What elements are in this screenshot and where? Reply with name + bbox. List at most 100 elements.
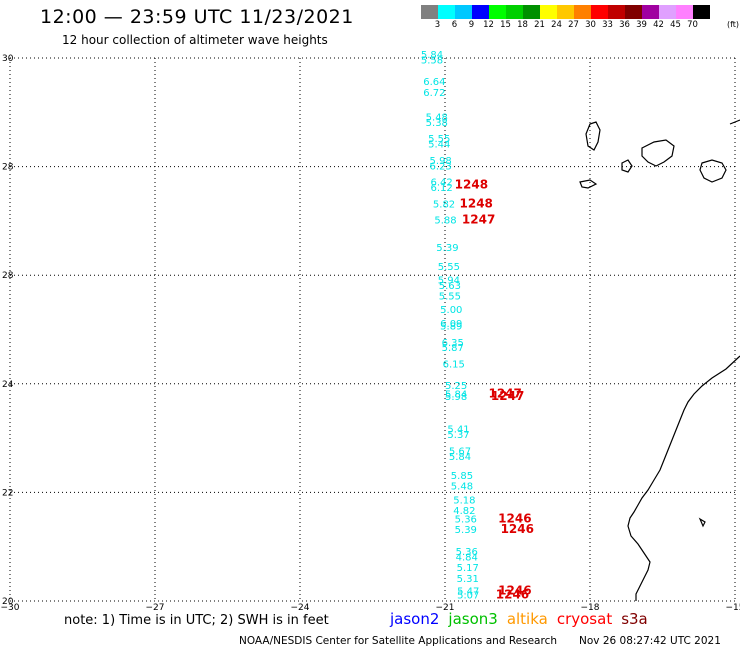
swh-value: 6.09 [440, 319, 462, 330]
island-la-gomera [621, 159, 633, 173]
swh-value: 5.98 [445, 392, 467, 403]
lat-tick-label: 28 [2, 163, 14, 173]
lon-tick-label: −21 [436, 603, 455, 613]
swh-value: 5.48 [451, 482, 473, 493]
swh-value: 6.15 [443, 360, 465, 371]
island-la-palma [585, 121, 601, 151]
lon-tick-label: −24 [291, 603, 310, 613]
legend-swatch [693, 5, 710, 19]
legend-swatch [438, 5, 455, 19]
swh-value: 5.55 [428, 134, 450, 145]
axis-labels: 30 28 28 24 22 20−30 −27 −24 −21 −18 −15 [1, 54, 740, 613]
pass-number: 1247 [489, 386, 522, 400]
pass-number: 1246 [498, 583, 531, 597]
pass-number: 1248 [455, 177, 488, 191]
swh-value: 5.47 [457, 586, 479, 597]
lat-tick-label: 24 [2, 380, 14, 390]
legend-label: 9 [468, 20, 475, 30]
lat-lon-grid [9, 57, 736, 602]
swh-value: 5.36 [455, 514, 477, 525]
swh-value: 5.00 [440, 305, 462, 316]
legend-swatch [574, 5, 591, 19]
coastline [579, 119, 740, 601]
legend-swatch [506, 5, 523, 19]
lon-tick-label: −18 [581, 603, 600, 613]
swh-value: 5.84 [445, 389, 467, 400]
swh-value: 5.25 [445, 381, 467, 392]
legend-label: 42 [653, 20, 664, 30]
pass-number: 1246 [496, 587, 529, 601]
swh-value: 5.31 [457, 574, 479, 585]
pass-number: 1247 [491, 389, 524, 403]
legend-swatch [489, 5, 506, 19]
swh-value: 5.85 [451, 471, 473, 482]
legend-swatch [557, 5, 574, 19]
legend-swatch [455, 5, 472, 19]
lon-tick-label: −30 [1, 603, 20, 613]
legend-swatch [676, 5, 693, 19]
legend-swatches [421, 5, 710, 19]
swh-value: 5.98 [430, 156, 452, 167]
lat-tick-label: 20 [2, 597, 14, 607]
swh-value: 5.18 [453, 495, 475, 506]
legend-swatch [608, 5, 625, 19]
swh-value: 5.48 [426, 112, 448, 123]
satellite-name: s3a [621, 610, 648, 628]
island-gran-canaria [699, 159, 727, 183]
swh-value: 5.67 [449, 446, 471, 457]
legend-swatch [540, 5, 557, 19]
swh-value: 5.17 [457, 563, 479, 574]
swh-value: 5.37 [447, 430, 469, 441]
satellite-legend: jason2 jason3 altika cryosat s3a [390, 610, 657, 628]
swh-value: 5.39 [455, 525, 477, 536]
swh-value: 6.72 [423, 88, 445, 99]
satellite-name: jason2 [390, 610, 440, 628]
swh-value: 5.94 [438, 275, 460, 286]
legend-label: 21 [534, 20, 545, 30]
legend-label: 39 [636, 20, 647, 30]
satellite-name: jason3 [448, 610, 498, 628]
swh-value: 5.07 [457, 590, 479, 601]
swh-value: 6.35 [442, 338, 464, 349]
coast-islet [698, 517, 706, 528]
legend-label: 24 [551, 20, 562, 30]
swh-value: 5.41 [447, 425, 469, 436]
swh-value: 5.87 [442, 343, 464, 354]
legend-unit: (ft) [727, 20, 740, 29]
swh-value: 5.63 [439, 281, 461, 292]
swh-value: 5.55 [439, 292, 461, 303]
swh-values: 5.845.586.646.725.485.385.555.445.986.23… [421, 50, 480, 601]
lat-tick-label: 30 [2, 54, 14, 64]
swh-value: 4.84 [456, 552, 478, 563]
satellite-name: altika [506, 610, 548, 628]
lon-tick-label: −27 [146, 603, 165, 613]
legend-label: 18 [517, 20, 528, 30]
footer-credit: NOAA/NESDIS Center for Satellite Applica… [239, 635, 557, 647]
chart-title: 12:00 — 23:59 UTC 11/23/2021 [40, 6, 354, 28]
legend-label: 27 [568, 20, 579, 30]
swh-value: 5.44 [428, 140, 450, 151]
legend-label: 12 [483, 20, 494, 30]
swh-value: 5.84 [421, 50, 443, 61]
legend-label: 30 [585, 20, 596, 30]
swh-value: 5.89 [440, 322, 462, 333]
island-lanzarote-edge [729, 119, 740, 125]
pass-number: 1248 [460, 196, 493, 210]
satellite-name: cryosat [556, 610, 613, 628]
swh-value: 5.39 [436, 243, 458, 254]
pass-number: 1246 [501, 522, 534, 536]
chart-subtitle: 12 hour collection of altimeter wave hei… [62, 33, 328, 47]
legend-swatch [523, 5, 540, 19]
legend-labels: 3 6 9 12 15 18 21 24 27 30 33 36 39 42 45 70 [421, 19, 710, 31]
legend-label: 45 [670, 20, 681, 30]
island-el-hierro [579, 179, 598, 189]
legend-swatch [625, 5, 642, 19]
legend-swatch [421, 5, 438, 19]
swh-value: 4.82 [453, 506, 475, 517]
swh-value: 5.55 [438, 262, 460, 273]
legend-swatch [472, 5, 489, 19]
swh-value: 6.42 [431, 178, 453, 189]
swh-value: 5.84 [449, 452, 471, 463]
swh-value: 5.58 [421, 55, 443, 66]
